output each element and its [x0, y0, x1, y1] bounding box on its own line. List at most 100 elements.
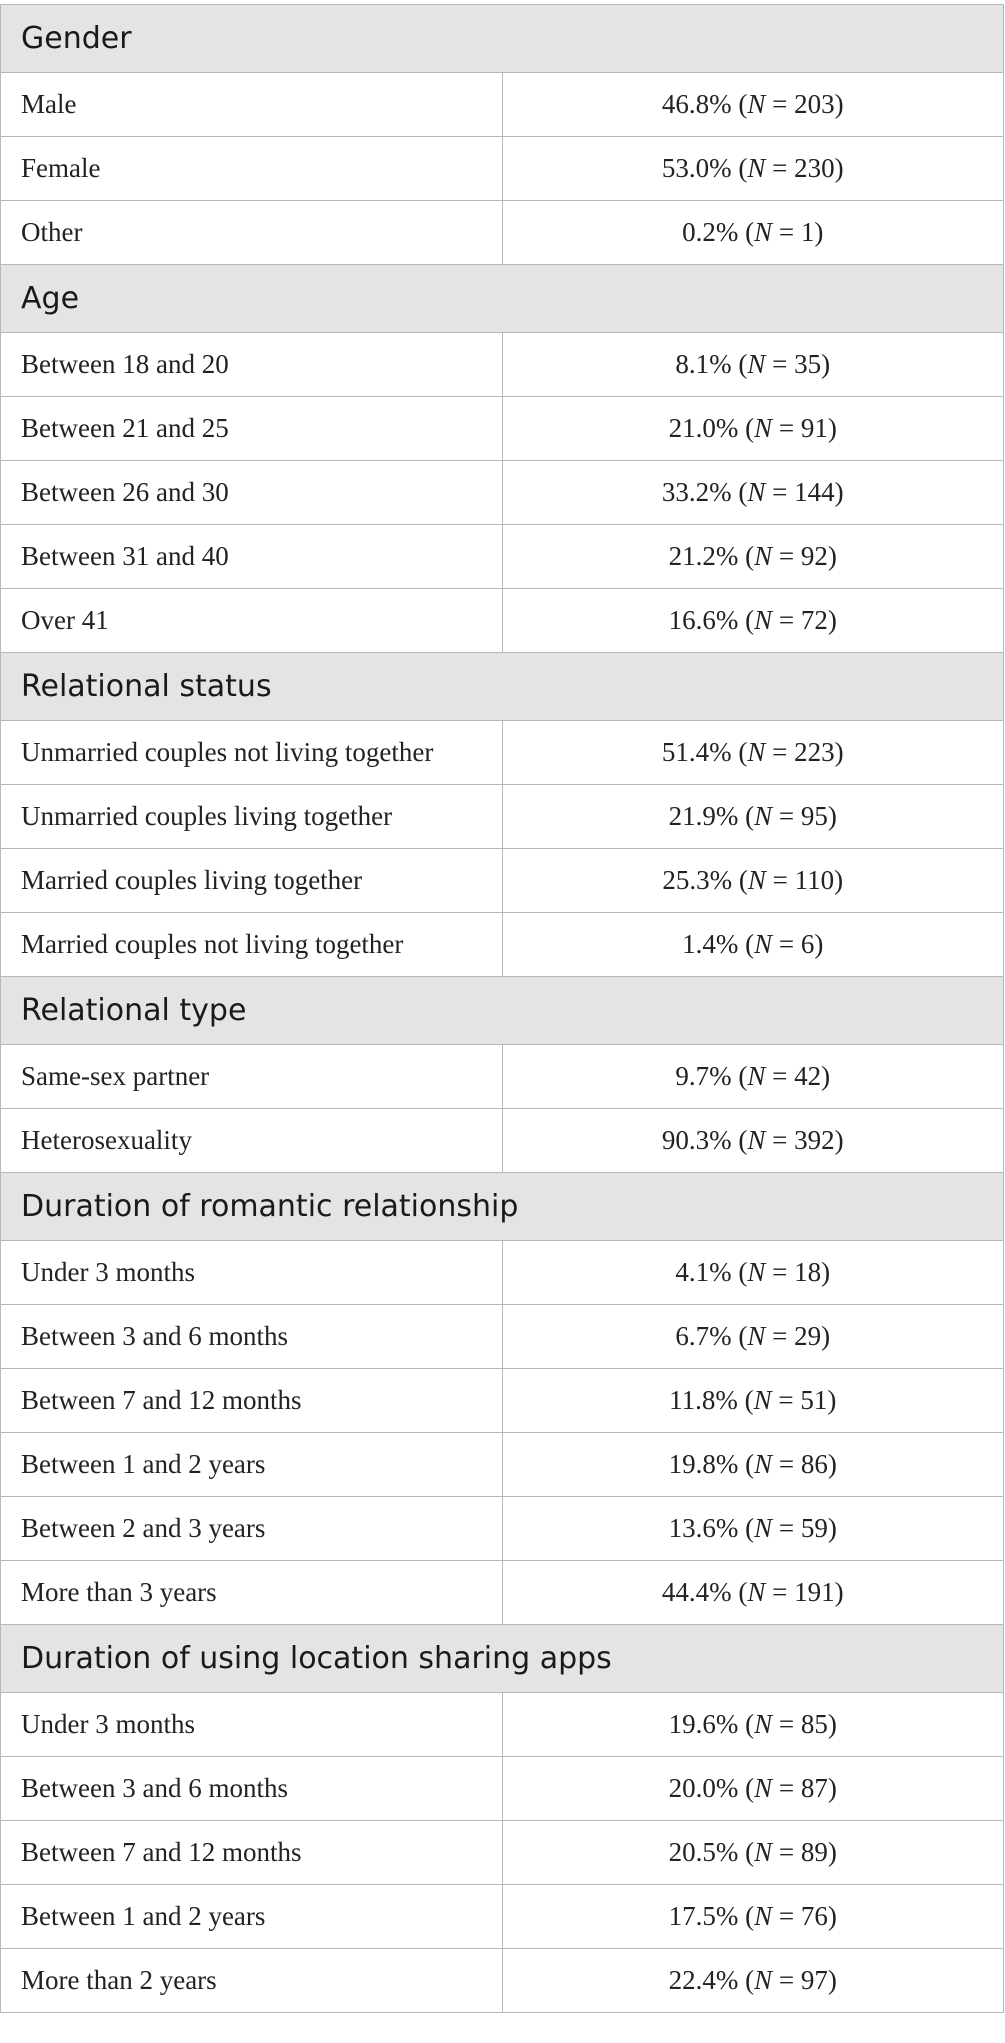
percent-value: 11.8% [669, 1385, 738, 1415]
section-header-row: Relational type [0, 976, 1004, 1045]
row-value: 46.8% (N = 203) [501, 72, 1004, 137]
n-symbol: N [754, 1513, 773, 1543]
table-row: Between 1 and 2 years 17.5% (N = 76) [0, 1884, 1004, 1949]
n-count: 35 [794, 349, 822, 379]
row-label: Between 1 and 2 years [0, 1432, 503, 1497]
percent-value: 21.2% [668, 541, 739, 571]
row-label: Between 7 and 12 months [0, 1820, 503, 1885]
percent-value: 4.1% [675, 1257, 732, 1287]
n-symbol: N [754, 929, 773, 959]
percent-value: 20.0% [668, 1773, 739, 1803]
section-header-row: Duration of romantic relationship [0, 1172, 1004, 1241]
percent-value: 19.8% [668, 1449, 739, 1479]
n-count: 1 [800, 217, 815, 247]
table-row: Under 3 months 4.1% (N = 18) [0, 1240, 1004, 1305]
table-row: Between 18 and 20 8.1% (N = 35) [0, 332, 1004, 397]
row-value: 17.5% (N = 76) [501, 1884, 1004, 1949]
row-value: 21.0% (N = 91) [501, 396, 1004, 461]
section-title: Duration of romantic relationship [0, 1172, 1004, 1241]
row-value: 9.7% (N = 42) [501, 1044, 1004, 1109]
n-count: 51 [800, 1385, 828, 1415]
percent-value: 46.8% [661, 89, 732, 119]
percent-value: 13.6% [668, 1513, 739, 1543]
row-label: Female [0, 136, 503, 201]
n-symbol: N [747, 153, 766, 183]
table-row: Unmarried couples not living together 51.… [0, 720, 1004, 785]
table-row: Between 7 and 12 months 11.8% (N = 51) [0, 1368, 1004, 1433]
section-header-row: Gender [0, 4, 1004, 73]
n-symbol: N [753, 1385, 772, 1415]
percent-value: 44.4% [661, 1577, 732, 1607]
row-label: Heterosexuality [0, 1108, 503, 1173]
section-header-row: Age [0, 264, 1004, 333]
n-symbol: N [747, 89, 766, 119]
row-value: 22.4% (N = 97) [501, 1948, 1004, 2013]
percent-value: 17.5% [668, 1901, 739, 1931]
table-row: More than 3 years 44.4% (N = 191) [0, 1560, 1004, 1625]
row-value: 21.2% (N = 92) [501, 524, 1004, 589]
row-value: 8.1% (N = 35) [501, 332, 1004, 397]
n-symbol: N [747, 1577, 766, 1607]
percent-value: 20.5% [668, 1837, 739, 1867]
table-row: Under 3 months 19.6% (N = 85) [0, 1692, 1004, 1757]
n-count: 59 [800, 1513, 828, 1543]
n-count: 92 [800, 541, 828, 571]
n-count: 87 [800, 1773, 828, 1803]
percent-value: 1.4% [682, 929, 739, 959]
n-symbol: N [754, 1901, 773, 1931]
n-symbol: N [747, 737, 766, 767]
section-title: Relational type [0, 976, 1004, 1045]
row-value: 11.8% (N = 51) [501, 1368, 1004, 1433]
row-value: 6.7% (N = 29) [501, 1304, 1004, 1369]
row-label: Between 26 and 30 [0, 460, 503, 525]
table-row: Female 53.0% (N = 230) [0, 136, 1004, 201]
percent-value: 33.2% [661, 477, 732, 507]
row-label: Under 3 months [0, 1240, 503, 1305]
n-symbol: N [754, 1965, 773, 1995]
row-label: Married couples living together [0, 848, 503, 913]
row-label: Between 2 and 3 years [0, 1496, 503, 1561]
row-value: 33.2% (N = 144) [501, 460, 1004, 525]
row-label: Unmarried couples living together [0, 784, 503, 849]
demographics-table: Gender Male 46.8% (N = 203) Female 53.0% (N … [0, 4, 1004, 2013]
n-count: 392 [794, 1125, 835, 1155]
table-row: Married couples living together 25.3% (N … [0, 848, 1004, 913]
percent-value: 6.7% [675, 1321, 732, 1351]
n-count: 86 [800, 1449, 828, 1479]
n-symbol: N [747, 1125, 766, 1155]
n-symbol: N [754, 1449, 773, 1479]
n-symbol: N [754, 541, 773, 571]
n-count: 230 [794, 153, 835, 183]
percent-value: 22.4% [668, 1965, 739, 1995]
table-row: Between 1 and 2 years 19.8% (N = 86) [0, 1432, 1004, 1497]
section-title: Duration of using location sharing apps [0, 1624, 1004, 1693]
table-row: Between 21 and 25 21.0% (N = 91) [0, 396, 1004, 461]
n-symbol: N [747, 865, 766, 895]
percent-value: 90.3% [661, 1125, 732, 1155]
n-count: 89 [800, 1837, 828, 1867]
row-value: 19.6% (N = 85) [501, 1692, 1004, 1757]
row-value: 13.6% (N = 59) [501, 1496, 1004, 1561]
n-count: 42 [794, 1061, 822, 1091]
n-symbol: N [754, 1709, 773, 1739]
section-header-row: Duration of using location sharing apps [0, 1624, 1004, 1693]
row-label: Male [0, 72, 503, 137]
n-symbol: N [747, 477, 766, 507]
row-label: Between 1 and 2 years [0, 1884, 503, 1949]
n-count: 29 [794, 1321, 822, 1351]
row-value: 4.1% (N = 18) [501, 1240, 1004, 1305]
n-count: 144 [794, 477, 835, 507]
table-row: Between 7 and 12 months 20.5% (N = 89) [0, 1820, 1004, 1885]
table-row: Between 3 and 6 months 20.0% (N = 87) [0, 1756, 1004, 1821]
section-title: Relational status [0, 652, 1004, 721]
table-row: Other 0.2% (N = 1) [0, 200, 1004, 265]
n-count: 223 [794, 737, 835, 767]
n-symbol: N [747, 1257, 766, 1287]
row-value: 19.8% (N = 86) [501, 1432, 1004, 1497]
n-symbol: N [747, 1321, 766, 1351]
n-symbol: N [754, 217, 773, 247]
table-row: Same-sex partner 9.7% (N = 42) [0, 1044, 1004, 1109]
row-value: 90.3% (N = 392) [501, 1108, 1004, 1173]
n-count: 6 [800, 929, 815, 959]
row-label: Over 41 [0, 588, 503, 653]
